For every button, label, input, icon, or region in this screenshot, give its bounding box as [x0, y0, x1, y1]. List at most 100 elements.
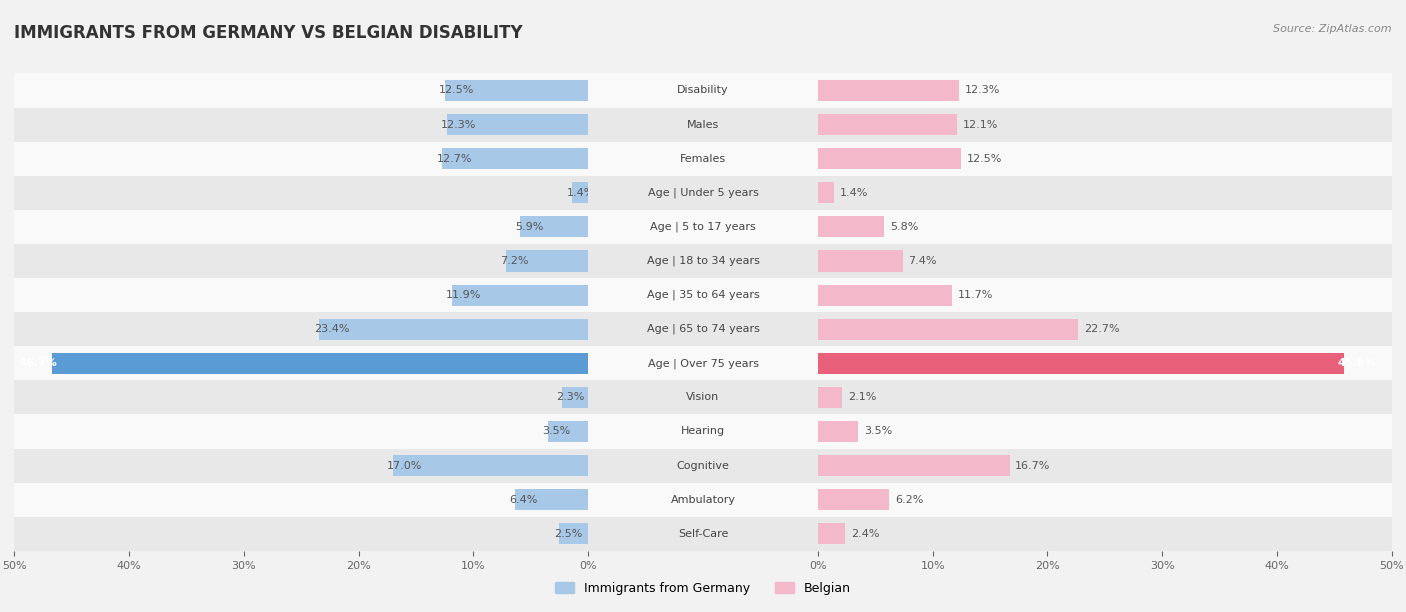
Text: 23.4%: 23.4%: [314, 324, 349, 334]
Text: Age | 5 to 17 years: Age | 5 to 17 years: [650, 222, 756, 232]
Bar: [818, 148, 962, 170]
Bar: [818, 517, 1392, 551]
Bar: [818, 449, 1392, 483]
Text: 6.2%: 6.2%: [894, 494, 924, 505]
Bar: [14, 483, 588, 517]
Text: 16.7%: 16.7%: [1015, 461, 1050, 471]
Bar: [818, 278, 1392, 312]
Text: Age | Under 5 years: Age | Under 5 years: [648, 187, 758, 198]
Bar: [818, 285, 952, 305]
Bar: [443, 148, 588, 170]
Bar: [14, 517, 588, 551]
Bar: [818, 353, 1344, 374]
Bar: [506, 250, 588, 272]
Bar: [14, 346, 588, 380]
Bar: [588, 483, 818, 517]
Bar: [588, 414, 818, 449]
Bar: [818, 176, 1392, 210]
Bar: [588, 210, 818, 244]
Bar: [818, 483, 1392, 517]
Text: Vision: Vision: [686, 392, 720, 402]
Text: 1.4%: 1.4%: [839, 188, 868, 198]
Bar: [444, 80, 588, 101]
Bar: [588, 346, 818, 380]
Bar: [818, 346, 1392, 380]
Bar: [14, 141, 588, 176]
Text: Hearing: Hearing: [681, 427, 725, 436]
Bar: [562, 387, 588, 408]
Text: Disability: Disability: [678, 86, 728, 95]
Text: 2.5%: 2.5%: [554, 529, 582, 539]
Bar: [818, 114, 956, 135]
Bar: [818, 244, 1392, 278]
Text: Cognitive: Cognitive: [676, 461, 730, 471]
Bar: [818, 141, 1392, 176]
Bar: [14, 210, 588, 244]
Text: 3.5%: 3.5%: [543, 427, 571, 436]
Text: Age | 35 to 64 years: Age | 35 to 64 years: [647, 290, 759, 300]
Text: 12.7%: 12.7%: [437, 154, 472, 163]
Bar: [14, 108, 588, 141]
Bar: [588, 73, 818, 108]
Bar: [52, 353, 588, 374]
Bar: [588, 278, 818, 312]
Text: 45.8%: 45.8%: [1339, 358, 1376, 368]
Text: Females: Females: [681, 154, 725, 163]
Bar: [14, 244, 588, 278]
Bar: [14, 312, 588, 346]
Bar: [14, 449, 588, 483]
Bar: [818, 319, 1078, 340]
Text: 5.8%: 5.8%: [890, 222, 918, 232]
Bar: [818, 414, 1392, 449]
Text: Age | 65 to 74 years: Age | 65 to 74 years: [647, 324, 759, 334]
Bar: [818, 73, 1392, 108]
Bar: [588, 380, 818, 414]
Text: Self-Care: Self-Care: [678, 529, 728, 539]
Text: 17.0%: 17.0%: [387, 461, 423, 471]
Bar: [588, 244, 818, 278]
Bar: [588, 141, 818, 176]
Bar: [14, 414, 588, 449]
Bar: [447, 114, 588, 135]
Bar: [560, 523, 588, 544]
Bar: [588, 108, 818, 141]
Text: 1.4%: 1.4%: [567, 188, 595, 198]
Bar: [572, 182, 588, 203]
Bar: [14, 278, 588, 312]
Text: 3.5%: 3.5%: [863, 427, 891, 436]
Bar: [818, 250, 903, 272]
Bar: [515, 489, 588, 510]
Bar: [818, 421, 858, 442]
Text: 12.5%: 12.5%: [967, 154, 1002, 163]
Text: 46.7%: 46.7%: [18, 358, 58, 368]
Text: 11.7%: 11.7%: [957, 290, 993, 300]
Bar: [588, 176, 818, 210]
Bar: [392, 455, 588, 476]
Text: Age | Over 75 years: Age | Over 75 years: [648, 358, 758, 368]
Bar: [818, 182, 834, 203]
Text: 5.9%: 5.9%: [515, 222, 543, 232]
Text: 7.4%: 7.4%: [908, 256, 936, 266]
Bar: [14, 176, 588, 210]
Bar: [588, 312, 818, 346]
Text: Source: ZipAtlas.com: Source: ZipAtlas.com: [1274, 24, 1392, 34]
Text: 2.1%: 2.1%: [848, 392, 876, 402]
Text: IMMIGRANTS FROM GERMANY VS BELGIAN DISABILITY: IMMIGRANTS FROM GERMANY VS BELGIAN DISAB…: [14, 24, 523, 42]
Text: 6.4%: 6.4%: [509, 494, 537, 505]
Bar: [818, 108, 1392, 141]
Bar: [818, 210, 1392, 244]
Text: Males: Males: [688, 119, 718, 130]
Text: 11.9%: 11.9%: [446, 290, 481, 300]
Bar: [588, 449, 818, 483]
Bar: [818, 387, 842, 408]
Text: 12.5%: 12.5%: [439, 86, 474, 95]
Text: 12.3%: 12.3%: [441, 119, 477, 130]
Bar: [14, 73, 588, 108]
Text: 12.3%: 12.3%: [965, 86, 1000, 95]
Bar: [818, 216, 884, 237]
Bar: [818, 312, 1392, 346]
Bar: [818, 489, 889, 510]
Text: 7.2%: 7.2%: [499, 256, 529, 266]
Bar: [818, 455, 1010, 476]
Bar: [14, 380, 588, 414]
